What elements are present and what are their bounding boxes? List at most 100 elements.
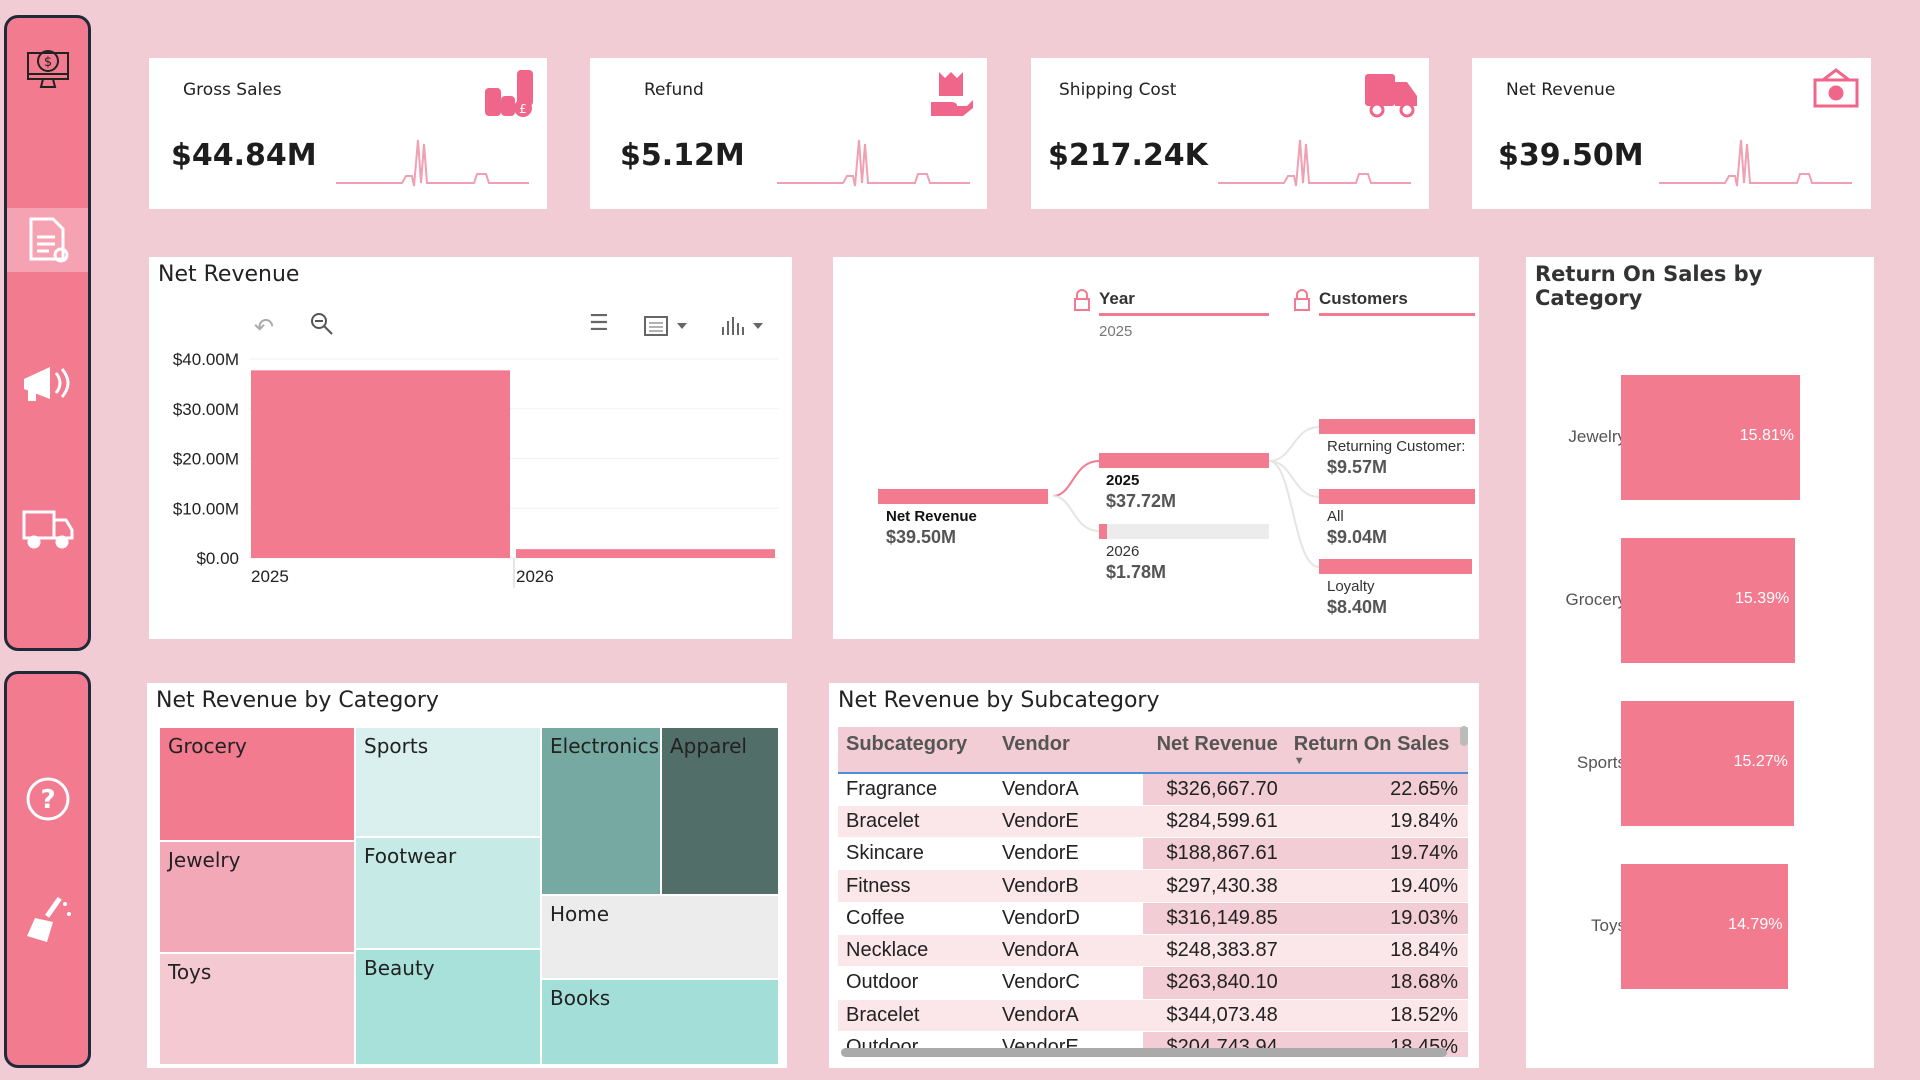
vendor-cell: VendorA (993, 934, 1143, 968)
y-tick-label: $40.00M (173, 350, 239, 369)
table-row[interactable]: Outdoor VendorC $263,840.10 18.68% (838, 966, 1468, 1000)
bar[interactable] (516, 549, 775, 558)
chart-title: Net Revenue by Category (156, 688, 439, 713)
net-revenue-cell: $248,383.87 (1142, 934, 1286, 968)
cash-icon (1811, 68, 1861, 116)
list-icon[interactable]: ☰ (589, 311, 609, 336)
y-tick-label: $0.00 (196, 549, 239, 568)
table-row[interactable]: Necklace VendorA $248,383.87 18.84% (838, 934, 1468, 968)
net-revenue-cell: $326,667.70 (1142, 773, 1286, 806)
ros-bar[interactable]: 14.79% (1621, 864, 1789, 989)
kpi-card-gross-sales: Gross Sales $44.84M £ (149, 58, 547, 209)
drill-up-icon[interactable]: ↶ (254, 313, 275, 341)
svg-text:?: ? (40, 785, 55, 815)
y-tick-label: $10.00M (173, 499, 239, 518)
table-row[interactable]: Coffee VendorD $316,149.85 19.03% (838, 902, 1468, 935)
customer-value: $9.04M (1327, 527, 1388, 547)
x-tick-label: 2026 (516, 567, 554, 586)
subcategory-cell: Outdoor (838, 966, 994, 1000)
return-on-sales-cell: 19.74% (1285, 837, 1468, 871)
customer-value: $9.57M (1327, 457, 1388, 477)
column-header-vendor[interactable]: Vendor (993, 727, 1143, 774)
treemap-cell-sports[interactable]: Sports (355, 727, 541, 837)
level-year-sub: 2025 (1099, 323, 1133, 340)
bar[interactable] (251, 370, 510, 558)
treemap-cell-jewelry[interactable]: Jewelry (159, 841, 355, 953)
year-2026-bar[interactable] (1099, 524, 1269, 539)
kpi-title: Gross Sales (183, 80, 282, 100)
report-document-icon[interactable] (7, 208, 88, 272)
broom-clear-icon[interactable] (7, 889, 88, 949)
decomposition-tree-panel: Year 2025 Customers Net Revenue $39.50M … (833, 257, 1479, 639)
net-revenue-bar-chart: $0.00 $10.00M $20.00M $30.00M $40.00M 2025 202… (173, 350, 779, 588)
treemap-cell-apparel[interactable]: Apparel (661, 727, 779, 895)
year-2025-bar[interactable] (1099, 453, 1269, 468)
data-label: 15.27% (1733, 753, 1788, 770)
table-row[interactable]: Skincare VendorE $188,867.61 19.74% (838, 837, 1468, 871)
sort-descending-icon[interactable]: ▼ (1293, 755, 1305, 767)
lock-icon (1293, 289, 1311, 315)
chart-type-dropdown-icon[interactable] (719, 313, 769, 341)
treemap-cell-books[interactable]: Books (541, 979, 779, 1065)
treemap-cell-footwear[interactable]: Footwear (355, 837, 541, 949)
calendar-dropdown-icon[interactable] (643, 313, 693, 341)
treemap-cell-toys[interactable]: Toys (159, 953, 355, 1065)
y-tick-label: $30.00M (173, 400, 239, 419)
svg-text:£: £ (519, 102, 527, 116)
megaphone-icon[interactable] (7, 353, 88, 413)
kpi-value: $44.84M (171, 138, 317, 173)
treemap-cell-home[interactable]: Home (541, 895, 779, 979)
return-on-sales-cell: 19.84% (1285, 805, 1468, 839)
horizontal-scrollbar[interactable] (841, 1048, 1447, 1057)
return-on-sales-cell: 19.03% (1285, 902, 1468, 935)
help-question-icon[interactable]: ? (7, 769, 88, 829)
ros-bar[interactable]: 15.81% (1621, 375, 1800, 500)
treemap-cell-electronics[interactable]: Electronics (541, 727, 661, 895)
column-header-subcategory[interactable]: Subcategory (838, 727, 994, 774)
kpi-value: $217.24K (1048, 138, 1208, 173)
kpi-value: $39.50M (1498, 138, 1644, 173)
zoom-out-icon[interactable] (309, 311, 335, 341)
vendor-cell: VendorA (993, 999, 1143, 1032)
subcategory-cell: Fitness (838, 869, 994, 903)
kpi-title: Refund (644, 80, 704, 100)
delivery-truck-icon[interactable] (7, 498, 88, 558)
data-label: 15.81% (1739, 427, 1794, 444)
kpi-value: $5.12M (620, 138, 745, 173)
treemap-cell-grocery[interactable]: Grocery (159, 727, 355, 841)
ros-bar[interactable]: 15.39% (1621, 538, 1796, 663)
subcategory-cell: Necklace (838, 934, 994, 968)
monitor-dollar-icon[interactable]: $ (7, 38, 88, 98)
tree-connectors (1052, 426, 1320, 568)
category-label: Jewelry (1568, 427, 1626, 446)
root-bar[interactable] (878, 489, 1048, 504)
year-value: $1.78M (1106, 562, 1167, 582)
net-revenue-chart-panel: Net Revenue ↶ ☰ $0.00 $10.00M $20.00M $30.0… (149, 257, 792, 639)
chart-title: Return On Sales by Category (1535, 262, 1763, 310)
net-revenue-cell: $316,149.85 (1142, 902, 1286, 935)
customer-bar[interactable] (1319, 559, 1472, 574)
subcategory-cell: Bracelet (838, 999, 994, 1032)
table-row[interactable]: Bracelet VendorE $284,599.61 19.84% (838, 805, 1468, 839)
vertical-scrollbar[interactable] (1460, 726, 1468, 746)
level-customers-header[interactable]: Customers (1319, 289, 1408, 308)
table-row[interactable]: Fragrance VendorA $326,667.70 22.65% (838, 773, 1468, 806)
column-header-net-revenue[interactable]: Net Revenue (1142, 727, 1286, 774)
treemap-cell-beauty[interactable]: Beauty (355, 949, 541, 1065)
root-label: Net Revenue (886, 508, 977, 525)
column-header-return-on-sales[interactable]: Return On Sales ▼ (1285, 727, 1468, 774)
ros-bar[interactable]: 15.27% (1621, 701, 1794, 826)
level-year-header[interactable]: Year (1099, 289, 1135, 308)
vendor-cell: VendorE (993, 837, 1143, 871)
kpi-card-net-revenue: Net Revenue $39.50M (1472, 58, 1871, 209)
table-row[interactable]: Fitness VendorB $297,430.38 19.40% (838, 869, 1468, 903)
table-row[interactable]: Bracelet VendorA $344,073.48 18.52% (838, 999, 1468, 1032)
table-scroll-area: Subcategory Vendor Net Revenue Return On… (838, 727, 1468, 1057)
customer-bar[interactable] (1319, 489, 1475, 504)
refund-hand-icon (927, 68, 977, 122)
vendor-cell: VendorC (993, 966, 1143, 1000)
category-label: Toys (1591, 916, 1626, 935)
subcategory-table-panel: Net Revenue by Subcategory Subcategory V… (829, 683, 1479, 1068)
net-revenue-cell: $297,430.38 (1142, 869, 1286, 903)
customer-bar[interactable] (1319, 419, 1475, 434)
